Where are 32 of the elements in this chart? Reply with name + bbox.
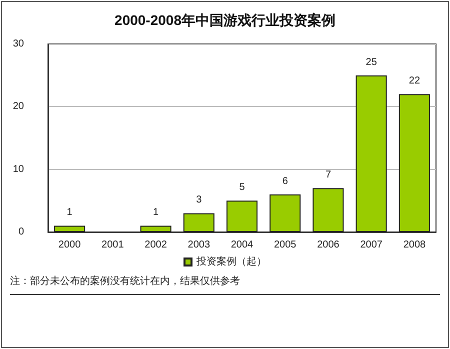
chart-title: 2000-2008年中国游戏行业投资案例 <box>114 12 336 28</box>
y-tick-label: 0 <box>18 226 24 238</box>
x-tick-label: 2003 <box>188 240 210 250</box>
x-tick-label: 2005 <box>274 240 297 250</box>
text: 1 <box>152 207 159 218</box>
bar <box>140 226 172 232</box>
bar <box>183 213 214 232</box>
bar <box>270 194 301 232</box>
text: 5 <box>239 182 245 194</box>
x-tick-label: 2007 <box>360 240 383 250</box>
y-tick-label: 20 <box>12 101 24 112</box>
y-tick-label: 10 <box>12 164 24 175</box>
x-tick-label: 2001 <box>102 240 124 250</box>
text: 1 <box>66 207 72 218</box>
legend-label: 投资案例（起） <box>196 256 266 268</box>
bar <box>54 226 86 232</box>
x-tick-label: 2006 <box>317 240 340 250</box>
text: 7 <box>325 170 332 181</box>
bar <box>398 94 430 232</box>
text: 注：部分未公布的案例没有统计在内，结果仅供参考 <box>10 274 240 288</box>
text: 22 <box>408 76 420 87</box>
bar <box>356 75 387 232</box>
text: 6 <box>282 176 288 187</box>
x-tick-label: 2000 <box>58 240 82 250</box>
x-tick-label: 2008 <box>403 240 426 250</box>
bar <box>226 200 258 232</box>
y-tick-label: 30 <box>12 38 24 50</box>
bar <box>312 188 344 232</box>
x-tick-label: 2004 <box>230 240 254 250</box>
text: 25 <box>366 56 377 68</box>
text: 3 <box>196 194 202 206</box>
x-tick-label: 2002 <box>144 240 168 250</box>
